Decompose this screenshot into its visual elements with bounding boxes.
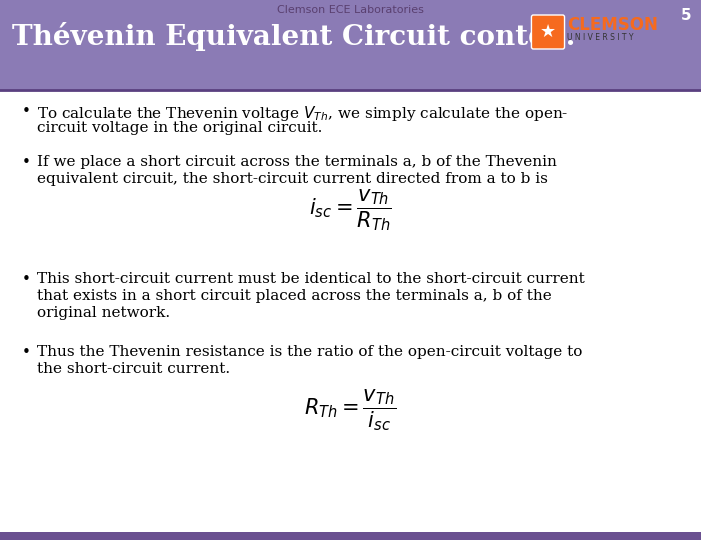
Text: To calculate the Thevenin voltage $V_{Th}$, we simply calculate the open-: To calculate the Thevenin voltage $V_{Th… xyxy=(37,104,568,123)
Text: circuit voltage in the original circuit.: circuit voltage in the original circuit. xyxy=(37,121,323,135)
FancyBboxPatch shape xyxy=(531,15,564,49)
Text: •: • xyxy=(22,272,30,287)
Text: •: • xyxy=(22,104,30,119)
Text: •: • xyxy=(22,155,30,170)
Text: This short-circuit current must be identical to the short-circuit current: This short-circuit current must be ident… xyxy=(37,272,585,286)
Text: •: • xyxy=(22,345,30,360)
Text: $i_{sc} = \dfrac{v_{Th}}{R_{Th}}$: $i_{sc} = \dfrac{v_{Th}}{R_{Th}}$ xyxy=(309,187,392,233)
Text: Thévenin Equivalent Circuit contd…: Thévenin Equivalent Circuit contd… xyxy=(12,22,575,51)
Text: CLEMSON: CLEMSON xyxy=(567,16,658,34)
Text: ★: ★ xyxy=(540,23,556,41)
Text: $R_{Th} = \dfrac{v_{Th}}{i_{sc}}$: $R_{Th} = \dfrac{v_{Th}}{i_{sc}}$ xyxy=(305,387,397,433)
Text: If we place a short circuit across the terminals a, b of the Thevenin: If we place a short circuit across the t… xyxy=(37,155,557,169)
Text: Clemson ECE Laboratories: Clemson ECE Laboratories xyxy=(277,5,424,15)
Text: that exists in a short circuit placed across the terminals a, b of the: that exists in a short circuit placed ac… xyxy=(37,289,552,303)
Text: 5: 5 xyxy=(680,8,691,23)
FancyBboxPatch shape xyxy=(0,90,701,540)
Text: the short-circuit current.: the short-circuit current. xyxy=(37,362,230,376)
Text: U N I V E R S I T Y: U N I V E R S I T Y xyxy=(567,33,634,43)
FancyBboxPatch shape xyxy=(0,0,701,90)
Text: original network.: original network. xyxy=(37,306,170,320)
FancyBboxPatch shape xyxy=(0,532,701,540)
Text: equivalent circuit, the short-circuit current directed from a to b is: equivalent circuit, the short-circuit cu… xyxy=(37,172,548,186)
Text: Thus the Thevenin resistance is the ratio of the open-circuit voltage to: Thus the Thevenin resistance is the rati… xyxy=(37,345,582,359)
